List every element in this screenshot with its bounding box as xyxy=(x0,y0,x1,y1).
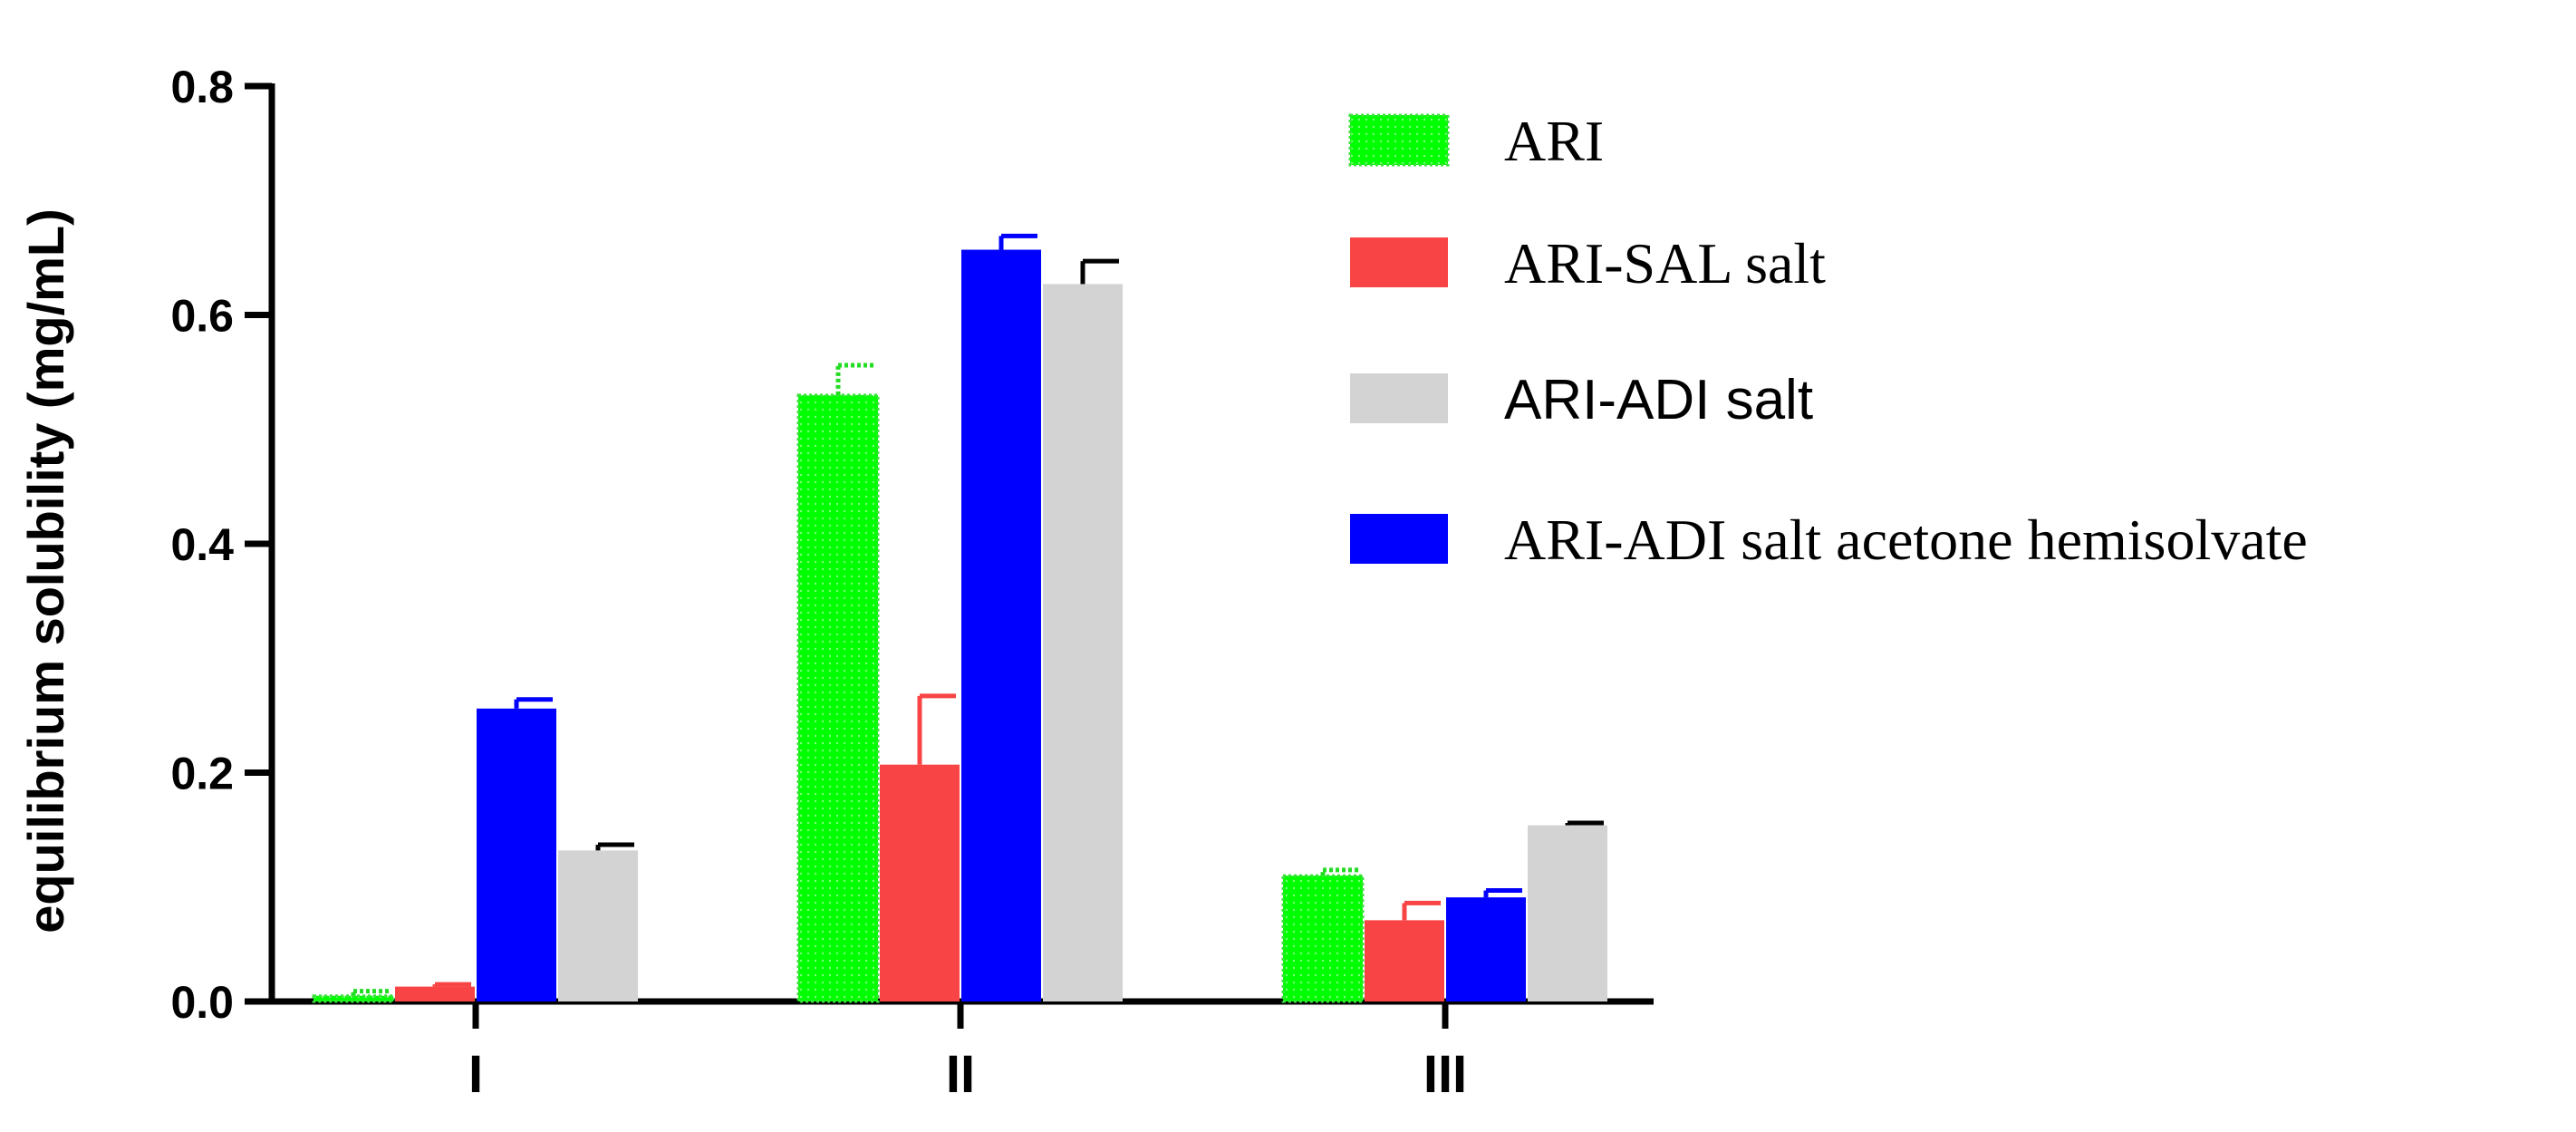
y-axis: 0.0 0.2 0.4 0.6 0.8 xyxy=(170,62,275,1028)
legend-swatch xyxy=(1350,514,1448,564)
bar-ari-sal-salt-ii xyxy=(880,764,960,1001)
bar-ari-i xyxy=(312,994,395,1003)
bar-ari-adi-salt-acetone-hemisolvate-iii xyxy=(1446,897,1526,1001)
legend: ARI ARI-SAL salt ARI-ADI salt ARI-ADI salt … xyxy=(1348,109,2308,572)
bars-group xyxy=(312,233,1607,1003)
x-axis: I II III xyxy=(269,998,1654,1104)
bar-ari-iii xyxy=(1281,874,1365,1003)
bar-ari-sal-salt-i xyxy=(395,986,475,1001)
y-tick-label: 0.0 xyxy=(170,977,234,1028)
bar-ari-ii xyxy=(796,393,880,1003)
bar-ari-adi-salt-ii xyxy=(1043,284,1123,1002)
y-tick-label: 0.4 xyxy=(170,519,234,570)
bar-ari-adi-salt-acetone-hemisolvate-i xyxy=(477,708,556,1001)
legend-label: ARI-ADI salt xyxy=(1504,369,1813,431)
bar-ari-adi-salt-acetone-hemisolvate-ii xyxy=(961,249,1041,1002)
legend-label: ARI-SAL salt xyxy=(1504,231,1826,295)
legend-label: ARI xyxy=(1504,109,1604,173)
x-category-label: I xyxy=(468,1045,483,1104)
y-tick-label: 0.8 xyxy=(170,62,234,112)
bar-ari-adi-salt-i xyxy=(558,850,638,1001)
y-axis-label: equilibrium solubility (mg/mL) xyxy=(17,208,74,934)
x-category-label: II xyxy=(946,1045,975,1104)
y-tick-label: 0.2 xyxy=(170,749,234,799)
legend-swatch xyxy=(1350,237,1448,287)
y-tick-label: 0.6 xyxy=(170,291,234,342)
bar-ari-adi-salt-iii xyxy=(1528,825,1607,1001)
legend-label: ARI-ADI salt acetone hemisolvate xyxy=(1504,508,2308,572)
legend-swatch xyxy=(1350,373,1448,423)
x-category-label: III xyxy=(1423,1045,1467,1104)
bar-ari-sal-salt-iii xyxy=(1365,920,1444,1001)
legend-swatch xyxy=(1348,113,1450,167)
